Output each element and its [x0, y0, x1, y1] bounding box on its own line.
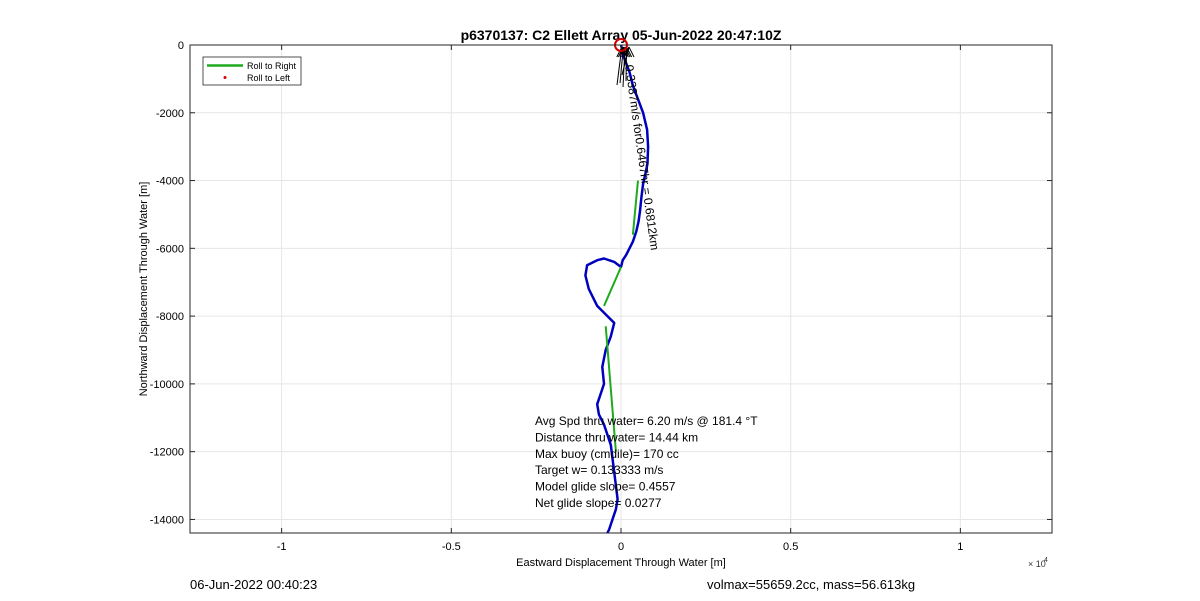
x-axis-exponent: × 10 4 [1028, 557, 1048, 569]
plot-area [584, 38, 650, 534]
x-axis-label: Eastward Displacement Through Water [m] [516, 557, 726, 569]
y-axis-label: Northward Displacement Through Water [m] [138, 182, 150, 397]
footer-timestamp: 06-Jun-2022 00:40:23 [190, 577, 318, 592]
y-tick-label: 0 [178, 40, 184, 52]
legend: Roll to Right Roll to Left [202, 56, 302, 86]
roll-right-segment [631, 180, 639, 235]
y-tick-label: -12000 [150, 447, 184, 459]
arrow-head [626, 46, 633, 58]
x-tick-label: 0.5 [783, 541, 798, 553]
arrow-head [628, 46, 635, 58]
footer-volmax-mass: volmax=55659.2cc, mass=56.613kg [707, 577, 916, 592]
y-tick-label: -6000 [156, 243, 184, 255]
x-tick-label: -0.5 [442, 541, 461, 553]
arrow-head [617, 46, 624, 58]
axis-ticks: -1 -0.5 0 0.5 1 0 -2000 -4000 -6000 -8000 -10000 -1… [150, 40, 1052, 553]
glider-track-line [584, 44, 650, 534]
stats-line: Max buoy (cmdile)= 170 cc [535, 447, 679, 461]
x-exponent-base: × 10 [1028, 559, 1046, 569]
stats-line: Target w= 0.133333 m/s [535, 463, 663, 477]
current-arrow [621, 46, 630, 76]
rotated-annotation: 0.3387m/s for0.6467hr = 0.6812km [622, 64, 662, 251]
x-tick-label: 0 [618, 541, 624, 553]
y-tick-label: -8000 [156, 311, 184, 323]
current-arrow [619, 46, 624, 84]
arrow-head [619, 46, 626, 58]
stats-line: Distance thru water= 14.44 km [535, 430, 698, 444]
legend-roll-left-label: Roll to Left [247, 73, 291, 83]
stats-line: Net glide slope= 0.0277 [535, 496, 662, 510]
roll-right-segment [603, 266, 622, 307]
y-tick-label: -10000 [150, 379, 184, 391]
current-arrow [616, 46, 623, 86]
arrow-head [623, 46, 630, 58]
chart-title: p6370137: C2 Ellett Array 05-Jun-2022 20… [461, 27, 782, 43]
x-tick-label: 1 [957, 541, 963, 553]
y-tick-label: -4000 [156, 176, 184, 188]
x-tick-label: -1 [277, 541, 287, 553]
legend-roll-right-label: Roll to Right [247, 61, 297, 71]
y-tick-label: -14000 [150, 514, 184, 526]
speed-annotation: 0.3387m/s for0.6467hr = 0.6812km [622, 64, 662, 251]
x-exponent-power: 4 [1044, 557, 1048, 564]
legend-roll-left-swatch [223, 76, 227, 79]
stats-line: Avg Spd thru water= 6.20 m/s @ 181.4 °T [535, 414, 758, 428]
roll-right-segment [604, 326, 617, 452]
stats-block: Avg Spd thru water= 6.20 m/s @ 181.4 °T D… [535, 414, 758, 510]
stats-line: Model glide slope= 0.4557 [535, 480, 676, 494]
legend-box [202, 56, 302, 86]
y-tick-label: -2000 [156, 108, 184, 120]
